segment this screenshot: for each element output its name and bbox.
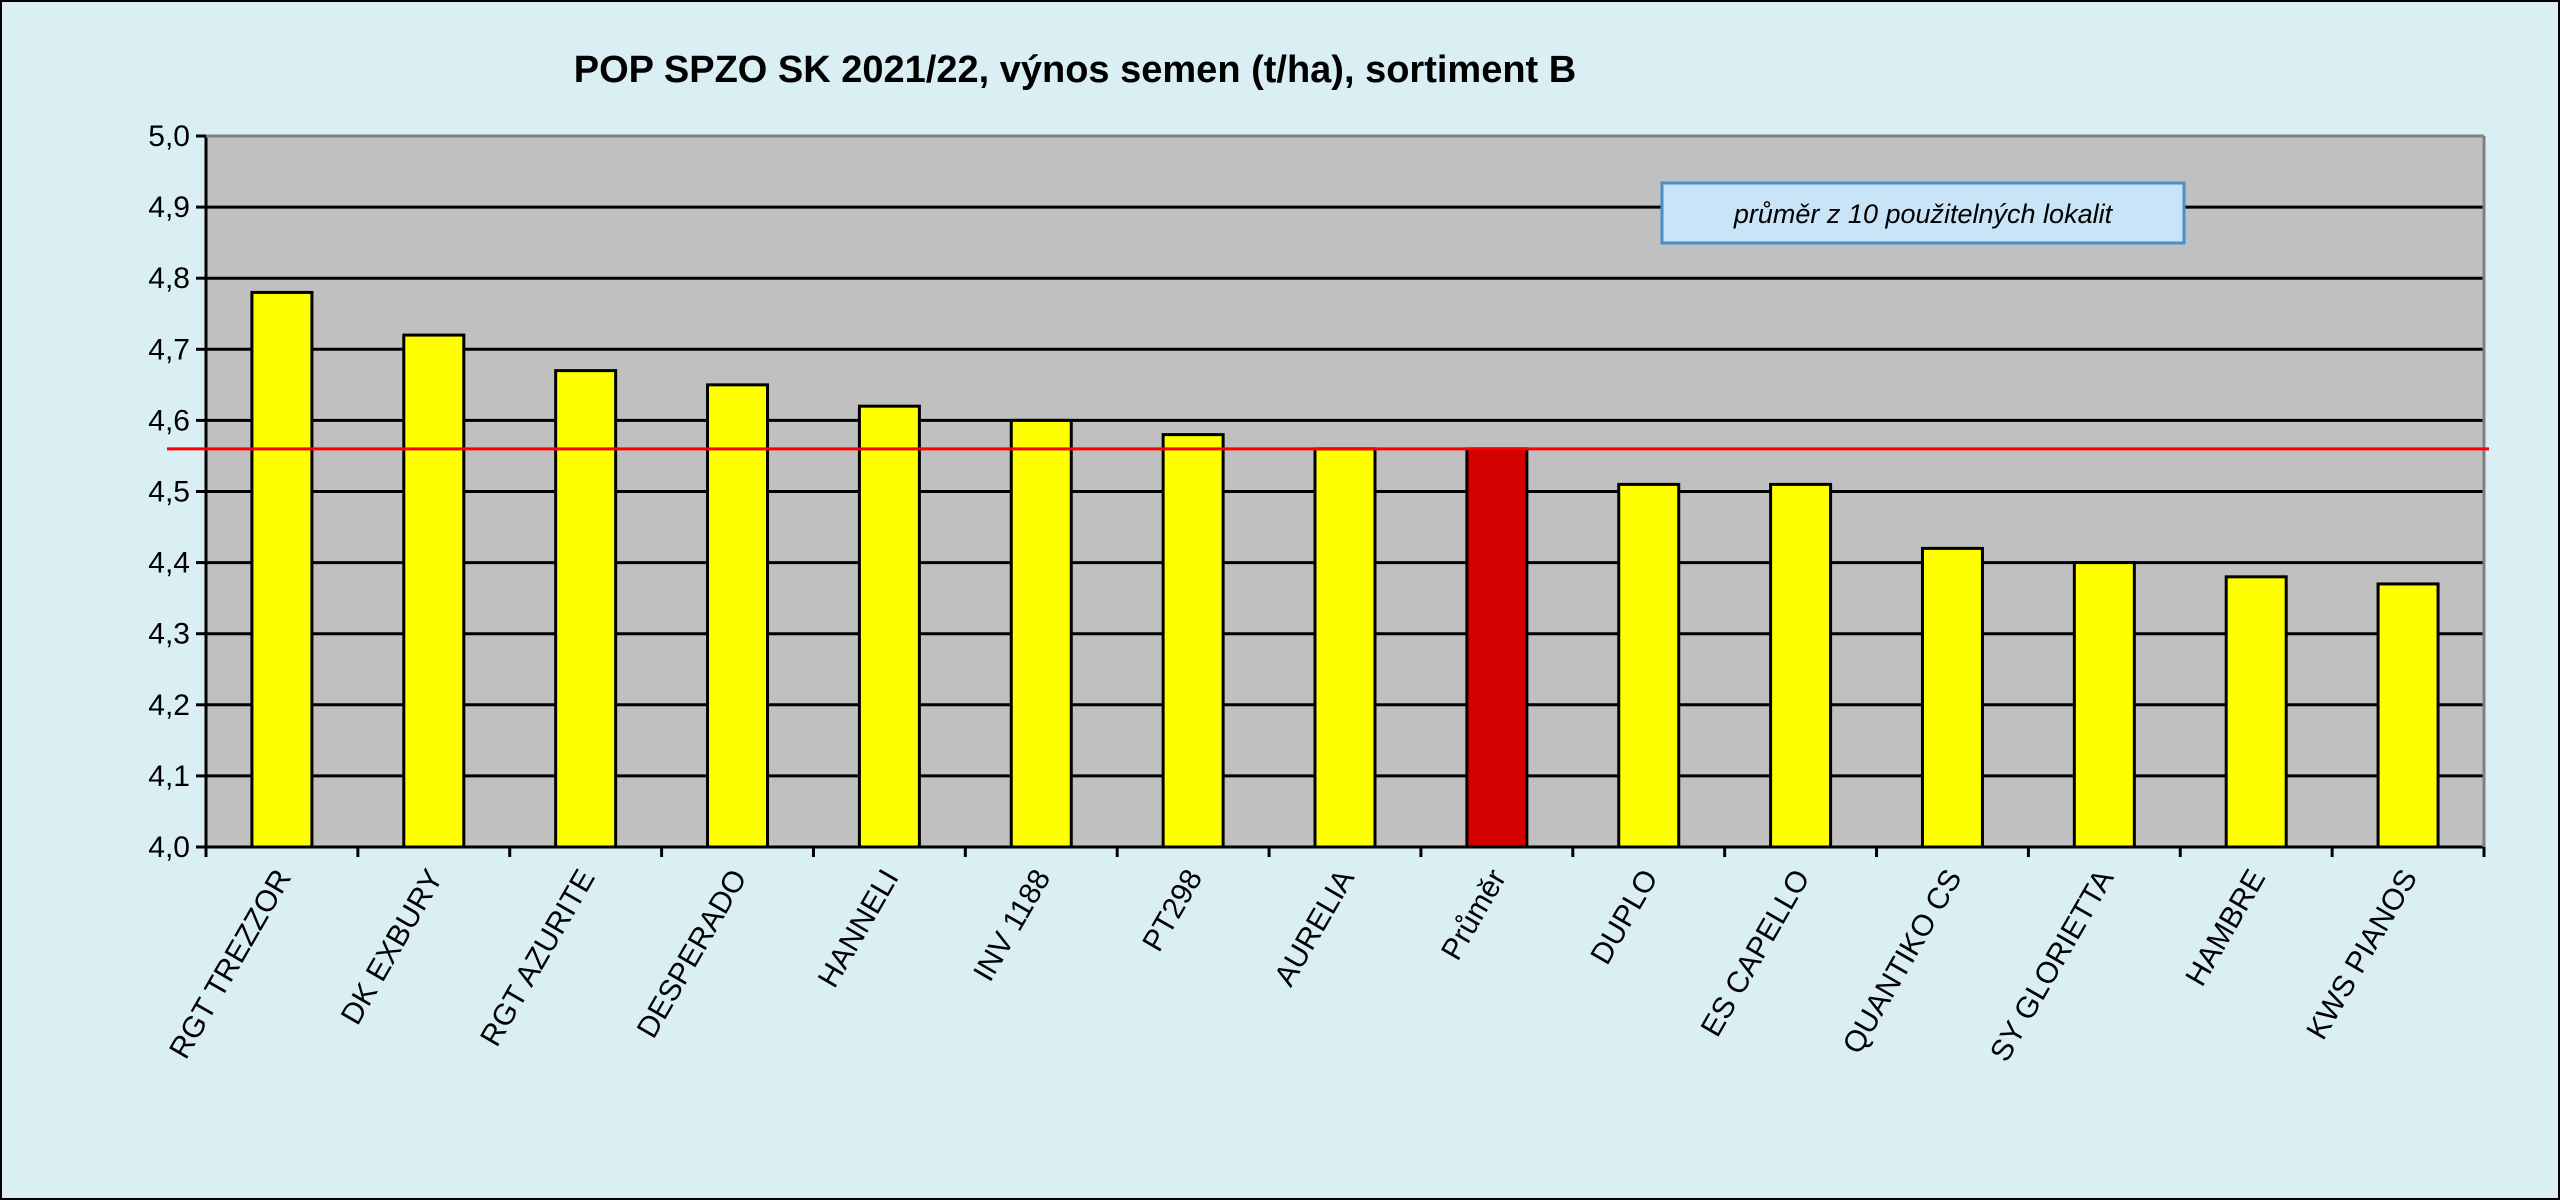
category-label: RGT AZURITE (474, 864, 601, 1052)
bar (554, 369, 618, 849)
y-tick-label: 4,4 (148, 547, 190, 580)
bar (1465, 447, 1529, 849)
category-label: HAMBRE (2180, 864, 2273, 992)
bar (1617, 482, 1681, 849)
category-label: SY GLORIETTA (1984, 864, 2120, 1067)
y-tick-label: 4,2 (148, 689, 190, 722)
y-tick-label: 4,5 (148, 476, 190, 509)
bar (1161, 433, 1225, 849)
bar (2224, 575, 2288, 849)
category-label: HANNELI (812, 864, 906, 993)
category-label: RGT TREZZOR (163, 864, 298, 1064)
bar (2072, 561, 2136, 849)
y-tick-label: 4,9 (148, 191, 190, 224)
bar (2376, 582, 2440, 849)
chart-title: POP SPZO SK 2021/22, výnos semen (t/ha),… (574, 49, 1576, 91)
category-label: Průměr (1435, 864, 1513, 966)
bar (1313, 447, 1377, 849)
bar (706, 383, 770, 849)
bar (1920, 546, 1984, 849)
category-label: KWS PIANOS (2301, 864, 2425, 1045)
y-tick-label: 4,0 (148, 831, 190, 864)
category-label: ES CAPELLO (1695, 864, 1817, 1042)
y-tick-label: 4,8 (148, 262, 190, 295)
category-label: QUANTIKO CS (1837, 864, 1969, 1060)
bar (1009, 418, 1073, 849)
bar (1769, 482, 1833, 849)
bar (857, 404, 921, 849)
y-tick-label: 4,1 (148, 760, 190, 793)
category-label: DK EXBURY (335, 864, 450, 1030)
bar (402, 333, 466, 849)
category-label: DESPERADO (631, 864, 754, 1044)
y-tick-label: 5,0 (148, 120, 190, 153)
category-label: AURELIA (1268, 864, 1361, 992)
bar (250, 290, 314, 849)
y-tick-label: 4,6 (148, 404, 190, 437)
category-label: INV 1188 (967, 864, 1057, 987)
average-note-box (1660, 181, 2186, 245)
category-label: PT298 (1136, 864, 1209, 957)
average-note-text: průměr z 10 použitelných lokalit (1733, 199, 2114, 229)
average-note: průměr z 10 použitelných lokalit (1660, 181, 2186, 245)
y-tick-label: 4,3 (148, 618, 190, 651)
y-tick-label: 4,7 (148, 333, 190, 366)
category-label: DUPLO (1585, 864, 1665, 970)
